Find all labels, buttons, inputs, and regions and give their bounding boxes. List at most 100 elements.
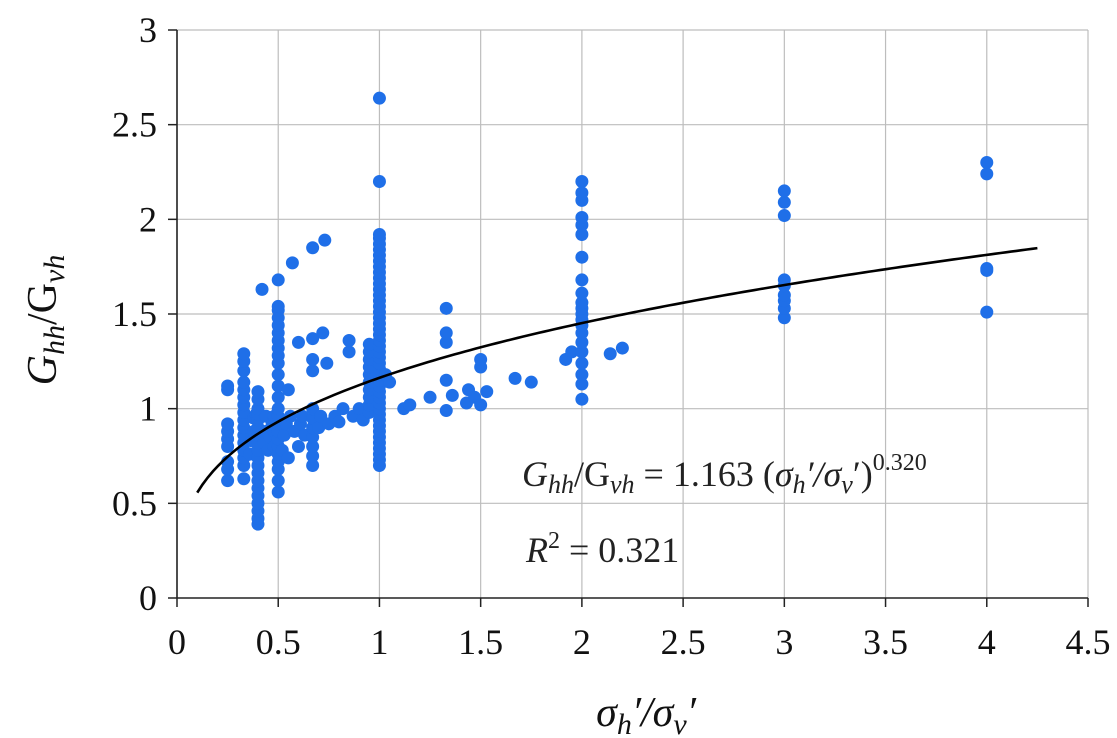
data-point [403, 398, 417, 412]
data-point [362, 337, 376, 351]
x-tick-label: 1 [370, 622, 388, 662]
x-axis-title: σh′/σv′ [596, 690, 697, 738]
data-point [237, 472, 251, 486]
y-tick-label: 3 [139, 10, 157, 50]
data-point [445, 388, 459, 402]
data-point [251, 385, 265, 399]
data-point [777, 288, 791, 302]
data-point [777, 209, 791, 223]
trend-line-group [196, 246, 1038, 494]
y-tick-label: 2.5 [112, 105, 157, 145]
trend-line [196, 246, 1038, 494]
y-tick-label: 0.5 [112, 483, 157, 523]
x-tick-label: 4.5 [1066, 622, 1111, 662]
data-point [342, 345, 356, 359]
data-point [980, 305, 994, 319]
data-point [281, 383, 295, 397]
data-point [318, 233, 332, 247]
data-point [383, 375, 397, 389]
data-point [291, 440, 305, 454]
data-point [575, 356, 589, 370]
data-point [271, 390, 285, 404]
data-point [277, 428, 291, 442]
data-point [285, 256, 299, 270]
data-point [439, 373, 453, 387]
data-point [312, 421, 326, 435]
data-point [221, 417, 235, 431]
y-tick-label: 2 [139, 199, 157, 239]
data-point [777, 195, 791, 209]
data-point [336, 402, 350, 416]
data-point [221, 379, 235, 393]
x-tick-label: 2.5 [661, 622, 706, 662]
data-point [575, 377, 589, 391]
equation-annotation: Ghh/Gvh = 1.163 (σh′/σv′)0.320 [522, 450, 927, 499]
data-point [306, 364, 320, 378]
data-point [271, 299, 285, 313]
data-point [777, 311, 791, 325]
x-tick-label: 0 [168, 622, 186, 662]
data-point [777, 273, 791, 287]
x-tick-label: 1.5 [458, 622, 503, 662]
data-point [271, 485, 285, 499]
data-point [255, 282, 269, 296]
data-point [439, 326, 453, 340]
data-point [306, 430, 320, 444]
y-tick-labels: 0 0.5 1 1.5 2 2.5 3 [112, 10, 157, 618]
data-point [603, 347, 617, 361]
data-point [306, 332, 320, 346]
x-tick-labels: 0 0.5 1 1.5 2 2.5 3 3.5 4 4.5 [168, 622, 1111, 662]
data-point [439, 335, 453, 349]
y-tick-label: 0 [139, 578, 157, 618]
data-point [237, 347, 251, 361]
data-point [575, 345, 589, 359]
data-point [271, 474, 285, 488]
data-point [980, 156, 994, 170]
y-axis-title: Ghh/Gvh [20, 255, 71, 386]
data-point [575, 335, 589, 349]
axes [168, 29, 1089, 607]
x-tick-label: 4 [978, 622, 996, 662]
data-point [575, 186, 589, 200]
data-point [271, 368, 285, 382]
x-tick-label: 3 [775, 622, 793, 662]
data-point [508, 371, 522, 385]
data-point [316, 326, 330, 340]
data-point [320, 356, 334, 370]
data-point [575, 174, 589, 188]
data-point [439, 301, 453, 315]
data-point [575, 227, 589, 241]
data-point [306, 241, 320, 255]
data-point [372, 174, 386, 188]
data-point [777, 184, 791, 198]
data-point [296, 409, 310, 423]
data-point [575, 392, 589, 406]
data-point [575, 273, 589, 287]
data-point [237, 375, 251, 389]
data-point [480, 385, 494, 399]
data-point [980, 167, 994, 181]
data-point [575, 368, 589, 382]
data-point [980, 262, 994, 276]
data-point [306, 352, 320, 366]
data-point [332, 415, 346, 429]
data-point [474, 352, 488, 366]
data-point [439, 404, 453, 418]
data-points [221, 91, 994, 531]
grid-lines [177, 29, 1089, 598]
data-point [306, 458, 320, 472]
data-point [575, 210, 589, 224]
data-point [281, 451, 295, 465]
data-point [271, 273, 285, 287]
data-point [372, 227, 386, 241]
x-tick-label: 0.5 [256, 622, 301, 662]
y-tick-label: 1 [139, 389, 157, 429]
data-point [306, 449, 320, 463]
x-tick-label: 3.5 [863, 622, 908, 662]
data-point [237, 364, 251, 378]
data-point [575, 250, 589, 264]
data-point [271, 402, 285, 416]
data-point [306, 440, 320, 454]
data-point [575, 286, 589, 300]
